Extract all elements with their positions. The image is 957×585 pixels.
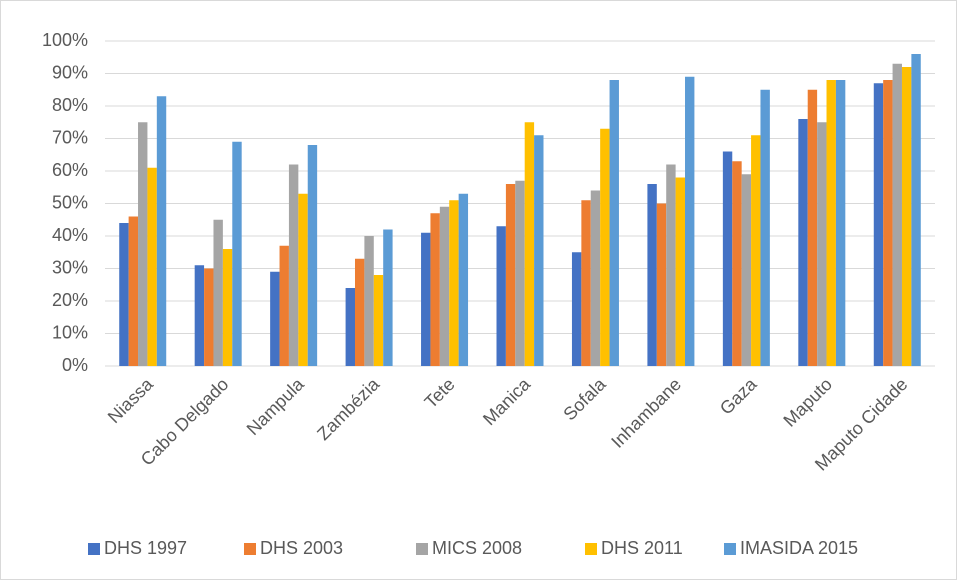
legend-label: DHS 2003 (260, 538, 343, 558)
bar (194, 265, 205, 366)
y-tick-label: 90% (52, 62, 88, 82)
bar (449, 200, 459, 366)
legend-label: DHS 2011 (601, 538, 683, 558)
legend-swatch (724, 543, 736, 555)
bar (354, 258, 365, 366)
bar (156, 96, 167, 366)
bar (675, 177, 686, 366)
bar (807, 89, 818, 366)
bar (722, 151, 733, 366)
bar (609, 80, 619, 366)
y-tick-label: 60% (52, 160, 88, 180)
bar (732, 161, 742, 366)
bar (901, 67, 912, 366)
y-tick-label: 40% (52, 225, 88, 245)
bar (421, 232, 431, 366)
bar (307, 145, 318, 366)
legend-swatch (244, 543, 256, 555)
y-tick-label: 10% (52, 322, 88, 342)
bar (458, 193, 469, 366)
bar (119, 223, 129, 366)
bar (279, 245, 289, 366)
bar (430, 213, 440, 366)
y-tick-label: 0% (62, 355, 88, 375)
bar (666, 164, 676, 366)
y-tick-label: 30% (52, 257, 88, 277)
legend-swatch (416, 543, 428, 555)
y-tick-label: 80% (52, 95, 88, 115)
bar (128, 216, 139, 366)
bar (656, 203, 667, 366)
bar (270, 271, 280, 366)
bar (534, 135, 544, 366)
bar (288, 164, 299, 366)
bar (364, 236, 374, 366)
bar (524, 122, 535, 366)
bar (647, 184, 657, 366)
bar (373, 275, 384, 366)
bar (147, 167, 157, 366)
bar (345, 288, 355, 366)
bar (892, 63, 902, 366)
bar (232, 141, 242, 366)
bar (505, 184, 516, 366)
legend-label: MICS 2008 (432, 538, 522, 558)
bar (515, 180, 525, 366)
bar (496, 226, 506, 366)
bar (835, 80, 846, 366)
bar (760, 89, 770, 366)
bar (826, 80, 836, 366)
legend-label: DHS 1997 (104, 538, 187, 558)
bar (873, 83, 884, 366)
y-tick-label: 50% (52, 192, 88, 212)
bar (204, 268, 214, 366)
bar (911, 54, 921, 366)
y-tick-label: 70% (52, 127, 88, 147)
legend-label: IMASIDA 2015 (740, 538, 858, 558)
legend-swatch (88, 543, 100, 555)
bar (817, 122, 827, 366)
bar (685, 76, 695, 366)
bar (581, 200, 591, 366)
bar (439, 206, 450, 366)
bar (571, 252, 582, 366)
bar (138, 122, 148, 366)
legend-swatch (585, 543, 597, 555)
bar (590, 190, 601, 366)
bar (798, 119, 808, 366)
bar (600, 128, 610, 366)
bar (383, 229, 393, 366)
y-tick-label: 20% (52, 290, 88, 310)
bar (751, 135, 761, 366)
bar (741, 174, 752, 366)
bar (883, 80, 893, 366)
bar (213, 219, 223, 366)
bar (222, 249, 233, 366)
bar (298, 193, 308, 366)
y-tick-label: 100% (42, 30, 88, 50)
